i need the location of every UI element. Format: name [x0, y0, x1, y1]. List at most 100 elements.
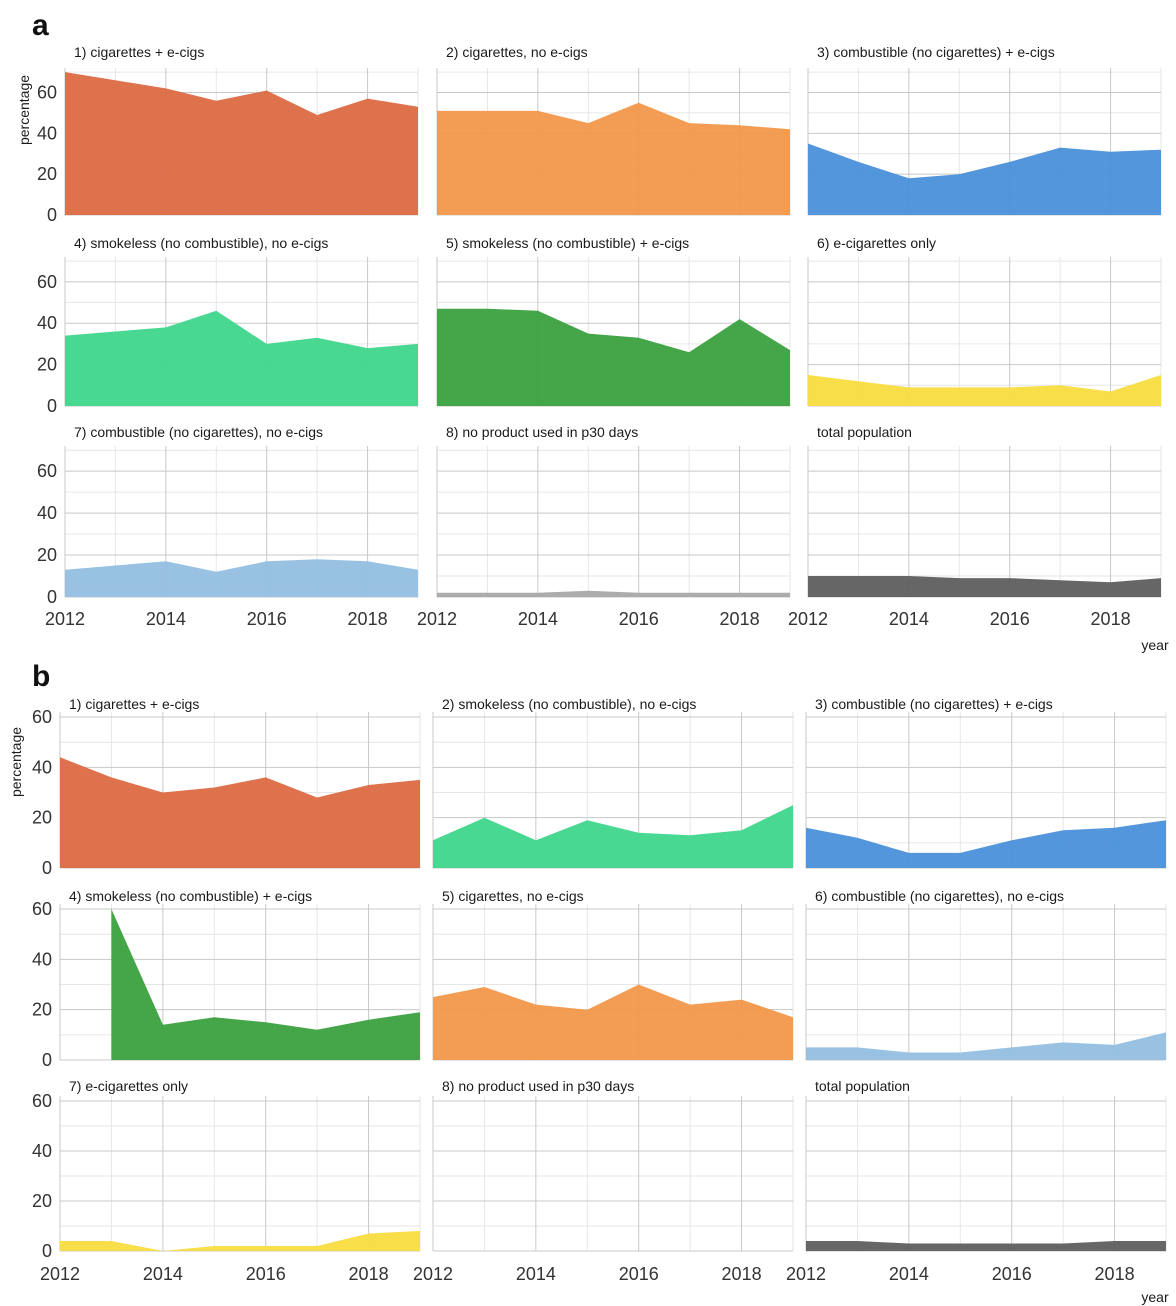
y-tick-label: 60 [37, 83, 57, 103]
y-tick-label: 40 [32, 757, 52, 777]
y-axis-title: percentage [16, 75, 32, 145]
x-tick-label: 2016 [247, 609, 287, 629]
x-tick-label: 2018 [1095, 1264, 1135, 1284]
facet-title: 5) smokeless (no combustible) + e-cigs [446, 235, 689, 251]
series-area [65, 72, 418, 215]
facet-panel: 7) combustible (no cigarettes), no e-cig… [37, 424, 419, 629]
y-tick-label: 60 [32, 707, 52, 727]
facet-panel: 5) smokeless (no combustible) + e-cigs [436, 235, 791, 407]
y-tick-label: 0 [47, 205, 57, 225]
facet-panel: 2) cigarettes, no e-cigs [436, 44, 791, 216]
x-axis-title: year [1141, 637, 1169, 653]
series-area [437, 102, 790, 215]
facet-panel: 8) no product used in p30 days 2012 2014 20… [417, 424, 791, 629]
facet-title: total population [817, 424, 912, 440]
facet-panel: total population 2012 2014 2016 2018 [788, 424, 1162, 629]
x-tick-label: 2018 [1091, 609, 1131, 629]
x-axis-title: year [1141, 1289, 1169, 1305]
y-tick-label: 20 [32, 808, 52, 828]
facet-title: 3) combustible (no cigarettes) + e-cigs [815, 696, 1053, 712]
panel-letter: b [32, 660, 50, 693]
series-area [65, 559, 418, 597]
facet-title: 8) no product used in p30 days [446, 424, 638, 440]
series-area [808, 576, 1161, 597]
facet-panel: 4) smokeless (no combustible) + e-cigs 0 2… [32, 888, 421, 1070]
x-tick-label: 2012 [786, 1264, 826, 1284]
facet-title: 2) smokeless (no combustible), no e-cigs [442, 696, 696, 712]
facet-panel: 4) smokeless (no combustible), no e-cigs… [37, 235, 419, 416]
x-tick-label: 2014 [516, 1264, 556, 1284]
series-area [808, 375, 1161, 406]
y-tick-label: 0 [42, 1241, 52, 1261]
facet-title: 7) combustible (no cigarettes), no e-cig… [74, 424, 323, 440]
x-tick-label: 2012 [40, 1264, 80, 1284]
y-tick-label: 40 [32, 949, 52, 969]
facet-panel: 7) e-cigarettes only 0 20 40 60 2012 2014 2016 2… [32, 1078, 421, 1284]
series-area [437, 308, 790, 406]
x-tick-label: 2012 [788, 609, 828, 629]
facet-panel: 1) cigarettes + e-cigs 0 20 40 60 [32, 696, 421, 878]
x-tick-label: 2014 [518, 609, 558, 629]
series-area [60, 757, 420, 868]
y-tick-label: 40 [37, 123, 57, 143]
y-tick-label: 0 [47, 587, 57, 607]
series-area [65, 310, 418, 406]
x-tick-label: 2012 [413, 1264, 453, 1284]
y-tick-label: 60 [37, 461, 57, 481]
facet-panel: 1) cigarettes + e-cigs 0 20 40 60 [37, 44, 419, 225]
facet-panel: 5) cigarettes, no e-cigs [432, 888, 794, 1061]
facet-panel: 3) combustible (no cigarettes) + e-cigs [805, 696, 1167, 869]
y-tick-label: 40 [32, 1141, 52, 1161]
series-area [806, 1241, 1166, 1251]
facet-title: 3) combustible (no cigarettes) + e-cigs [817, 44, 1055, 60]
facet-panel: 6) e-cigarettes only [807, 235, 1162, 407]
y-tick-label: 40 [37, 503, 57, 523]
series-area [111, 909, 421, 1060]
y-axis-title: percentage [8, 727, 24, 797]
facet-title: 1) cigarettes + e-cigs [69, 696, 199, 712]
x-tick-label: 2018 [722, 1264, 762, 1284]
x-tick-label: 2016 [990, 609, 1030, 629]
y-tick-label: 20 [37, 164, 57, 184]
facet-panel: 2) smokeless (no combustible), no e-cigs [432, 696, 794, 869]
series-area [806, 1032, 1166, 1060]
x-tick-label: 2014 [143, 1264, 183, 1284]
series-area [806, 820, 1166, 868]
facet-title: 4) smokeless (no combustible) + e-cigs [69, 888, 312, 904]
x-tick-label: 2016 [246, 1264, 286, 1284]
facet-panel: 6) combustible (no cigarettes), no e-cig… [805, 888, 1167, 1061]
series-area [437, 590, 790, 597]
facet-title: 7) e-cigarettes only [69, 1078, 188, 1094]
facet-title: 4) smokeless (no combustible), no e-cigs [74, 235, 328, 251]
facet-title: 5) cigarettes, no e-cigs [442, 888, 584, 904]
y-tick-label: 60 [32, 899, 52, 919]
chart-b: b percentage year 1) cigarettes + e-cigs 0 20… [8, 660, 1169, 1305]
facet-title: 8) no product used in p30 days [442, 1078, 634, 1094]
x-tick-label: 2014 [889, 1264, 929, 1284]
facet-panel: 3) combustible (no cigarettes) + e-cigs [807, 44, 1162, 216]
x-tick-label: 2018 [349, 1264, 389, 1284]
facet-title: 6) combustible (no cigarettes), no e-cig… [815, 888, 1064, 904]
panel-letter: a [32, 9, 49, 42]
x-tick-label: 2016 [619, 609, 659, 629]
series-area [433, 984, 793, 1060]
y-tick-label: 0 [47, 396, 57, 416]
facet-title: total population [815, 1078, 910, 1094]
y-tick-label: 20 [37, 355, 57, 375]
facet-title: 2) cigarettes, no e-cigs [446, 44, 588, 60]
y-tick-label: 20 [32, 1000, 52, 1020]
y-tick-label: 20 [37, 545, 57, 565]
x-tick-label: 2014 [146, 609, 186, 629]
series-area [60, 1231, 420, 1251]
series-area [808, 143, 1161, 215]
y-tick-label: 60 [37, 272, 57, 292]
x-tick-label: 2012 [417, 609, 457, 629]
facet-panel: 8) no product used in p30 days 2012 2014 20… [413, 1078, 794, 1284]
x-tick-label: 2018 [720, 609, 760, 629]
y-tick-label: 0 [42, 1050, 52, 1070]
series-area [433, 805, 793, 868]
y-tick-label: 40 [37, 313, 57, 333]
x-tick-label: 2016 [619, 1264, 659, 1284]
